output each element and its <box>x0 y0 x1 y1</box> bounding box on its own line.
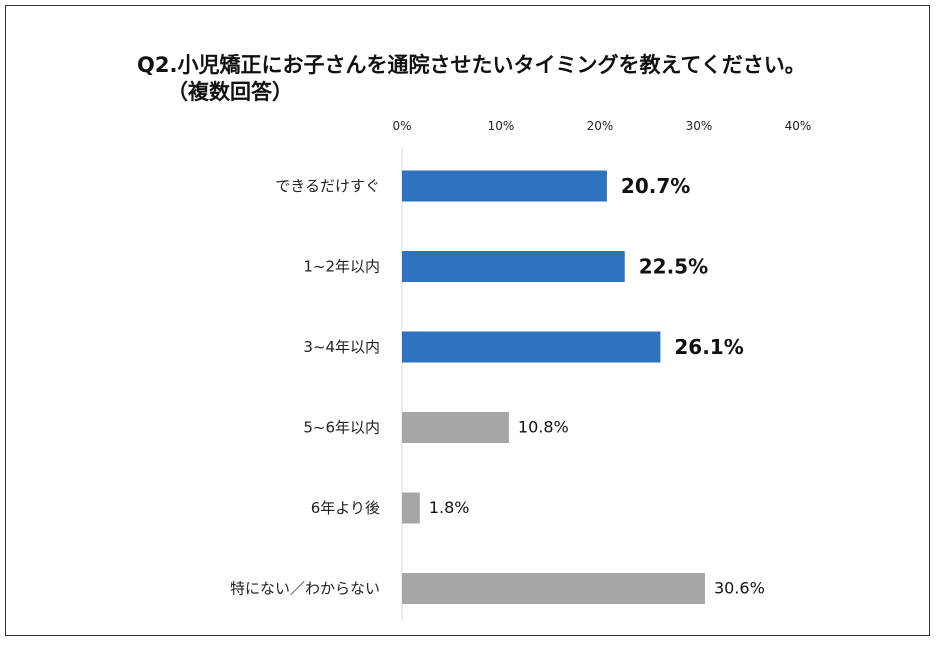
data-label: 10.8% <box>518 418 569 437</box>
x-tick-label: 0% <box>392 119 411 133</box>
data-label: 20.7% <box>621 174 690 198</box>
bar <box>402 412 509 443</box>
x-tick-label: 10% <box>488 119 515 133</box>
category-label: できるだけすぐ <box>275 177 380 195</box>
category-label: 5~6年以内 <box>303 419 380 437</box>
data-label: 22.5% <box>639 255 708 279</box>
category-label: 6年より後 <box>311 499 380 517</box>
data-label: 30.6% <box>714 579 765 598</box>
bar <box>402 170 607 202</box>
category-label: 1~2年以内 <box>303 258 380 276</box>
chart-title: Q2.小児矯正にお子さんを通院させたいタイミングを教えてください。 <box>137 53 806 77</box>
bar <box>402 573 705 604</box>
bar <box>402 331 661 363</box>
data-label: 26.1% <box>674 335 743 359</box>
bar <box>402 492 420 524</box>
bar <box>402 251 625 282</box>
category-label: 3~4年以内 <box>303 338 380 356</box>
chart-subtitle: （複数回答） <box>167 80 293 104</box>
category-label: 特にない／わからない <box>230 580 380 598</box>
x-tick-label: 30% <box>686 119 713 133</box>
chart-frame <box>5 5 930 636</box>
x-tick-label: 20% <box>587 119 614 133</box>
x-tick-label: 40% <box>785 119 812 133</box>
data-label: 1.8% <box>429 498 470 517</box>
